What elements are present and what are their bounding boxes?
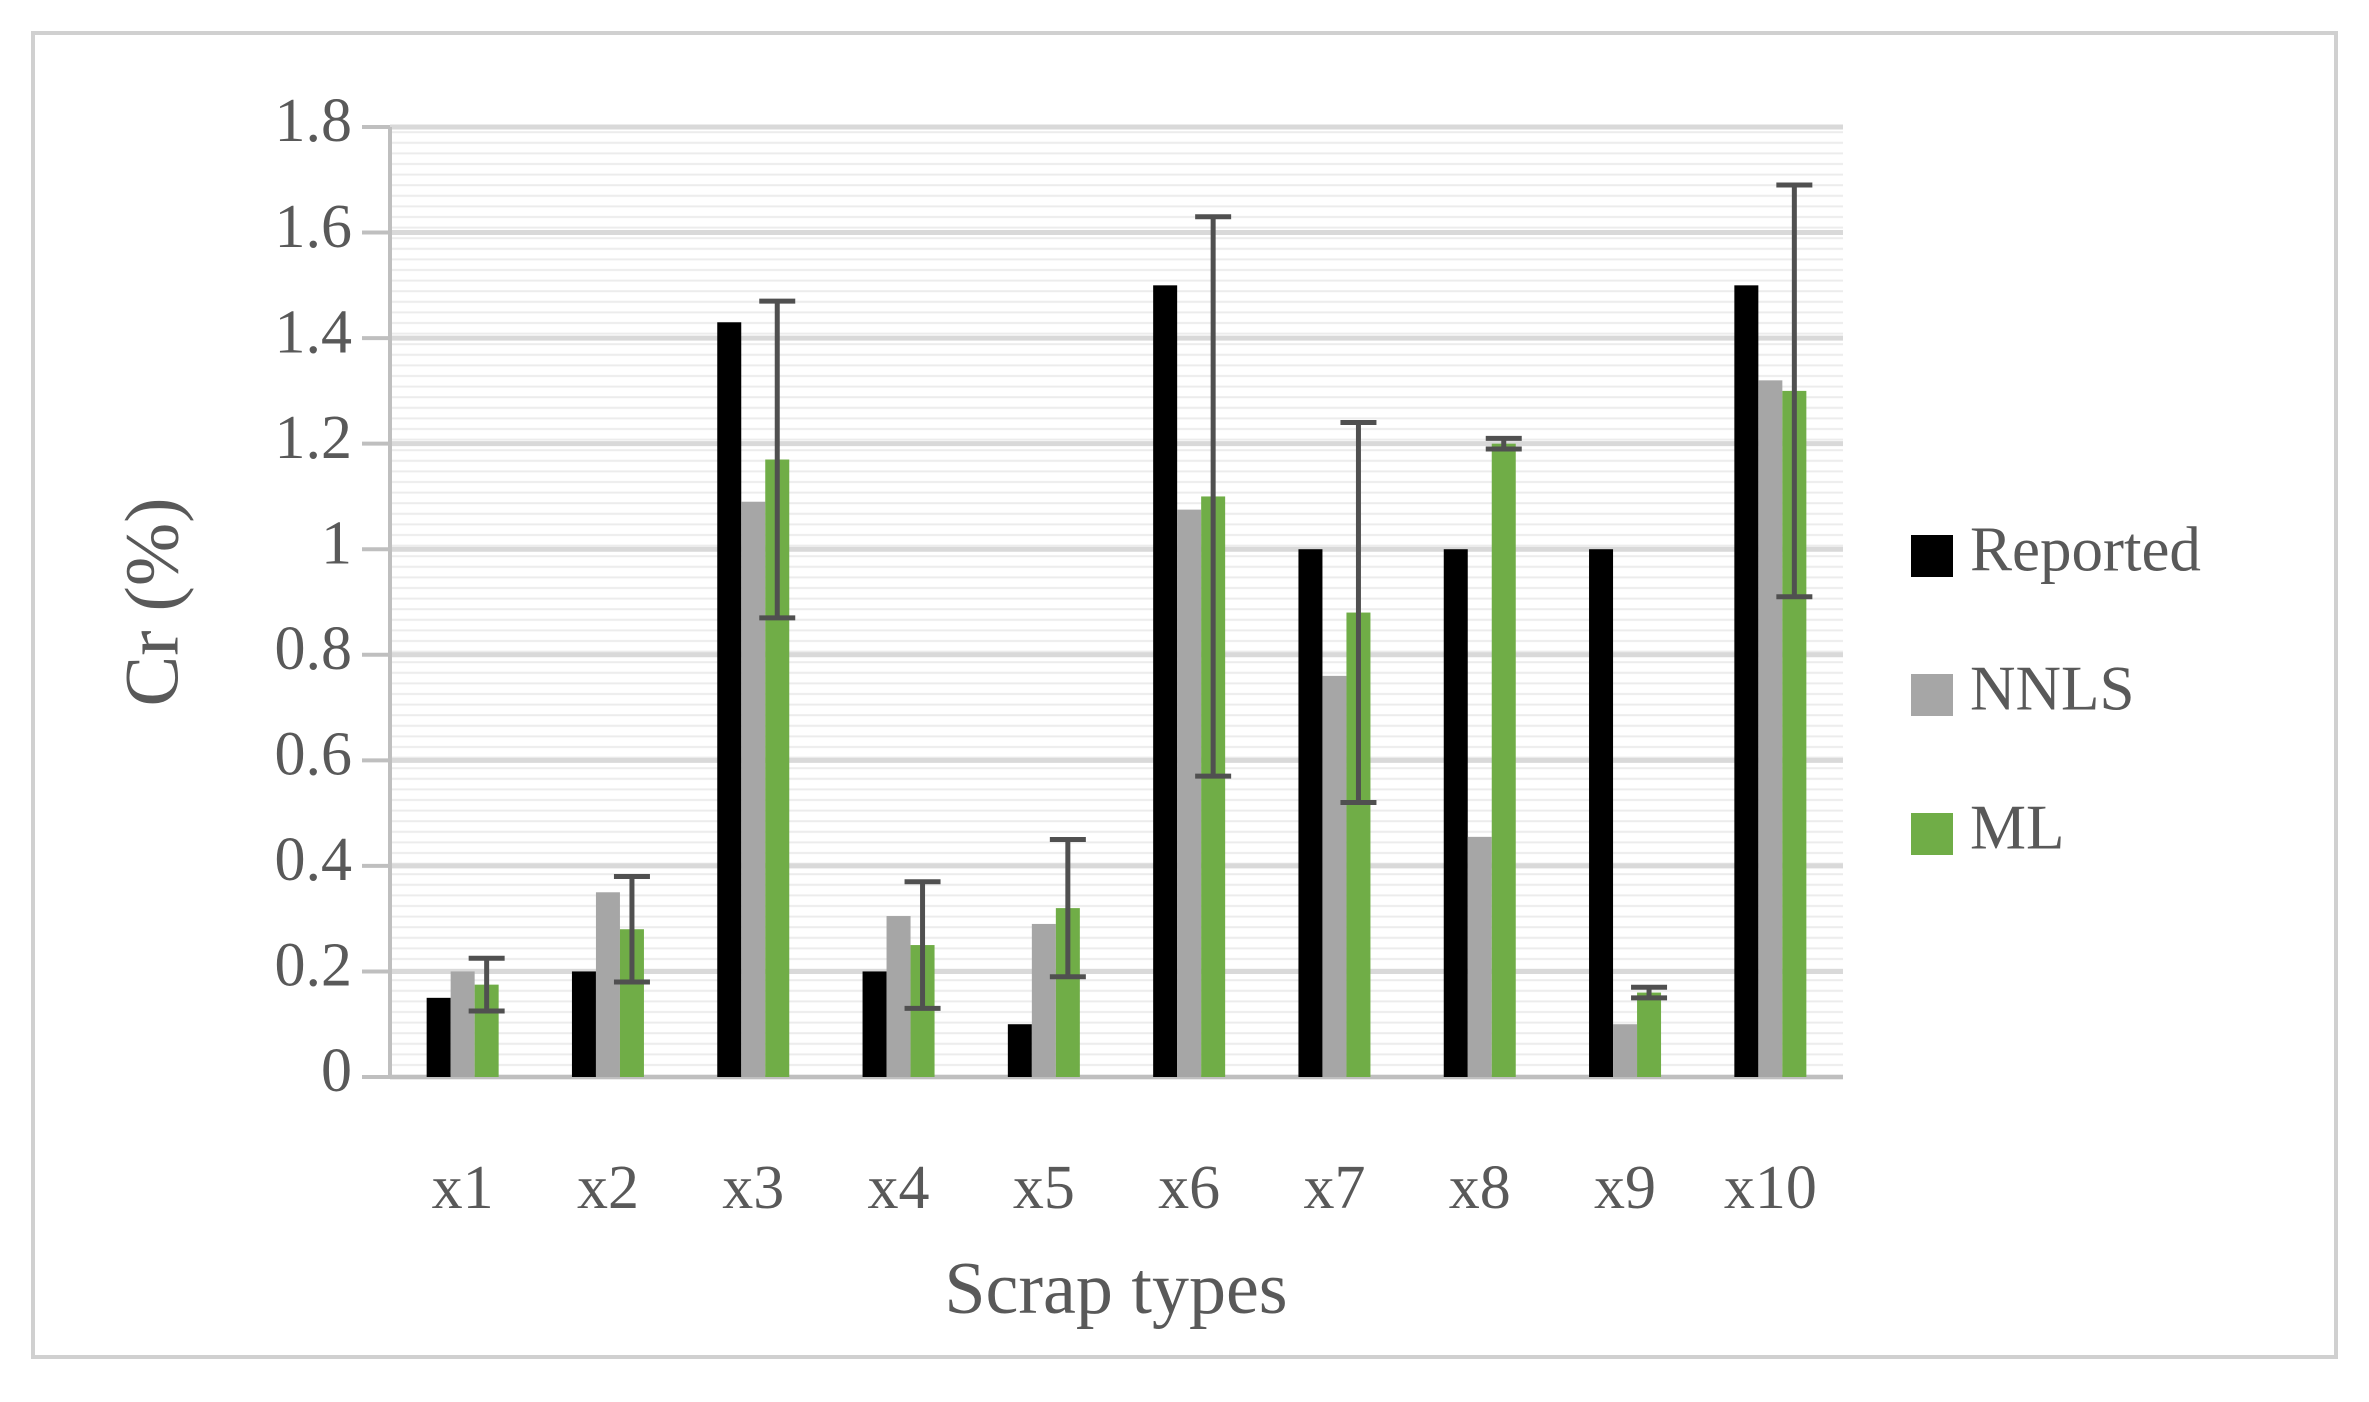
error-bar bbox=[759, 298, 796, 621]
y-tick-label: 1.2 bbox=[275, 404, 353, 472]
error-bar bbox=[1485, 435, 1522, 452]
y-tick-label: 1.4 bbox=[275, 298, 353, 366]
x-axis-title: Scrap types bbox=[944, 1248, 1287, 1330]
x-tick-label: x4 bbox=[868, 1154, 930, 1222]
legend-swatch bbox=[1911, 674, 1953, 716]
y-tick-label: 0.4 bbox=[275, 826, 353, 894]
legend-label: ML bbox=[1970, 792, 2065, 862]
x-tick-label: x2 bbox=[577, 1154, 639, 1222]
bar bbox=[717, 322, 742, 1077]
error-bar bbox=[1195, 214, 1232, 779]
y-tick-label: 0.2 bbox=[275, 932, 353, 1000]
y-tick-label: 0 bbox=[321, 1037, 352, 1105]
bar bbox=[595, 892, 620, 1077]
x-tick-label: x8 bbox=[1449, 1154, 1511, 1222]
bar bbox=[1637, 992, 1662, 1077]
bar bbox=[1443, 549, 1468, 1077]
x-tick-label: x5 bbox=[1013, 1154, 1075, 1222]
error-bar bbox=[613, 873, 650, 985]
y-tick-label: 1.8 bbox=[275, 87, 353, 155]
y-tick-label: 0.6 bbox=[275, 721, 353, 789]
legend-label: NNLS bbox=[1970, 653, 2135, 723]
bar bbox=[741, 501, 766, 1077]
legend-swatch bbox=[1911, 813, 1953, 855]
y-axis-title: Cr (%) bbox=[110, 498, 194, 707]
legend-label: Reported bbox=[1970, 514, 2201, 584]
bar bbox=[450, 971, 475, 1077]
x-tick-label: x3 bbox=[722, 1154, 784, 1222]
error-bar bbox=[1340, 420, 1377, 806]
error-bar bbox=[468, 955, 505, 1014]
legend-swatch bbox=[1911, 535, 1953, 577]
x-tick-label: x6 bbox=[1158, 1154, 1220, 1222]
bar bbox=[862, 971, 887, 1077]
y-tick-label: 1.6 bbox=[275, 193, 353, 261]
bar bbox=[1322, 675, 1347, 1077]
bar bbox=[1613, 1024, 1638, 1077]
bar bbox=[1153, 285, 1178, 1077]
x-tick-label: x9 bbox=[1594, 1154, 1656, 1222]
bar bbox=[1734, 285, 1759, 1077]
bar bbox=[1298, 549, 1323, 1077]
x-tick-label: x7 bbox=[1303, 1154, 1365, 1222]
error-bar bbox=[1776, 182, 1813, 600]
x-tick-label: x10 bbox=[1724, 1154, 1817, 1222]
bar bbox=[1007, 1024, 1032, 1077]
bar bbox=[1467, 836, 1492, 1077]
error-bar bbox=[1049, 837, 1086, 980]
bar bbox=[1758, 380, 1783, 1077]
bar bbox=[886, 916, 911, 1077]
error-bar bbox=[904, 879, 941, 1011]
bar bbox=[1031, 923, 1056, 1077]
bar bbox=[426, 997, 451, 1077]
bar bbox=[1589, 549, 1614, 1077]
y-tick-label: 0.8 bbox=[275, 615, 353, 683]
y-tick-label: 1 bbox=[321, 509, 352, 577]
error-bar bbox=[1631, 984, 1668, 1001]
bar bbox=[571, 971, 596, 1077]
bar bbox=[1177, 509, 1202, 1077]
x-tick-label: x1 bbox=[432, 1154, 494, 1222]
bar bbox=[1491, 443, 1516, 1078]
